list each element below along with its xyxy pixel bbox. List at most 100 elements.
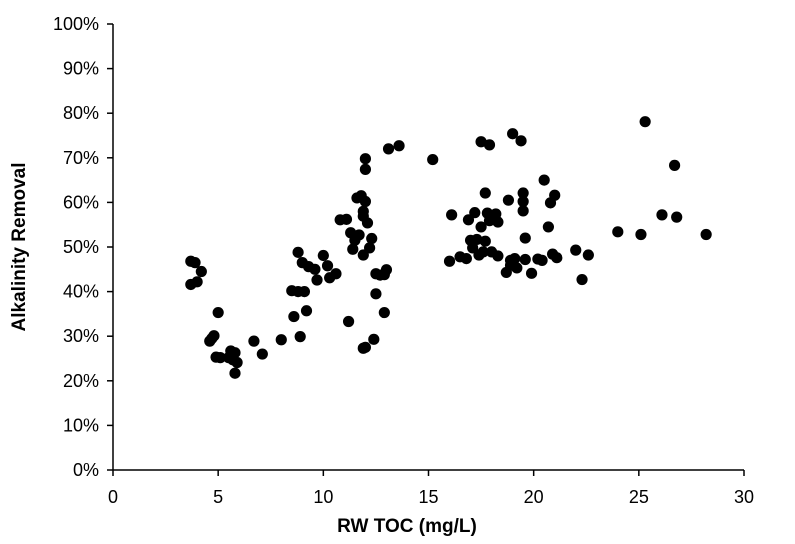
data-point bbox=[492, 216, 504, 228]
data-point bbox=[214, 352, 226, 364]
data-point bbox=[612, 226, 624, 238]
data-point bbox=[538, 174, 550, 186]
data-point bbox=[340, 213, 353, 225]
data-point bbox=[359, 163, 371, 175]
data-point bbox=[471, 233, 483, 246]
data-point bbox=[195, 265, 207, 278]
data-point bbox=[368, 333, 380, 345]
data-point bbox=[229, 367, 241, 379]
data-point bbox=[364, 242, 376, 254]
data-point bbox=[370, 288, 382, 300]
data-point bbox=[189, 257, 201, 269]
x-axis-ticks: 0 5 10 15 20 25 30 bbox=[108, 470, 754, 507]
data-point bbox=[483, 139, 496, 151]
x-tick-label: 30 bbox=[734, 487, 754, 507]
data-point bbox=[212, 306, 224, 319]
data-point bbox=[492, 250, 504, 262]
data-point bbox=[517, 195, 529, 208]
data-point bbox=[366, 232, 378, 245]
data-point bbox=[517, 187, 529, 199]
data-point bbox=[570, 244, 582, 256]
data-point bbox=[378, 306, 390, 319]
y-tick-label: 60% bbox=[63, 192, 99, 212]
data-point bbox=[475, 221, 487, 233]
y-tick-label: 100% bbox=[53, 14, 99, 34]
x-axis-title: RW TOC (mg/L) bbox=[337, 516, 477, 537]
x-tick-label: 25 bbox=[629, 487, 649, 507]
data-point bbox=[298, 286, 311, 298]
data-point bbox=[248, 335, 260, 347]
data-point bbox=[292, 246, 304, 258]
data-point bbox=[551, 252, 563, 264]
y-tick-label: 70% bbox=[63, 148, 99, 168]
data-point bbox=[477, 246, 489, 258]
data-point bbox=[380, 264, 393, 276]
x-tick-label: 20 bbox=[524, 487, 544, 507]
data-point bbox=[321, 260, 334, 272]
data-point bbox=[475, 136, 487, 148]
data-point bbox=[700, 228, 712, 241]
data-point bbox=[256, 348, 268, 360]
data-point bbox=[347, 243, 359, 255]
data-point bbox=[191, 276, 203, 288]
data-point bbox=[427, 153, 439, 166]
data-point bbox=[525, 267, 538, 279]
data-point bbox=[361, 217, 374, 229]
data-point bbox=[469, 207, 481, 219]
data-point bbox=[509, 252, 521, 265]
y-tick-label: 0% bbox=[73, 460, 99, 480]
data-point bbox=[639, 116, 651, 128]
data-point bbox=[549, 189, 561, 201]
data-point bbox=[519, 253, 531, 266]
data-point bbox=[542, 221, 554, 233]
data-point bbox=[517, 205, 529, 217]
data-point bbox=[507, 128, 519, 140]
data-point bbox=[479, 235, 491, 247]
data-point bbox=[227, 354, 239, 366]
data-point bbox=[300, 305, 313, 317]
data-point bbox=[443, 255, 456, 267]
y-axis-ticks: 0% 10% 20% 30% 40% 50% 60% 70% 80% 90% 100% bbox=[53, 14, 113, 480]
data-point bbox=[393, 140, 405, 152]
y-axis-title: Alkalinity Removal bbox=[9, 163, 30, 332]
y-tick-label: 90% bbox=[63, 59, 99, 79]
y-tick-label: 10% bbox=[63, 415, 99, 435]
x-tick-label: 15 bbox=[418, 487, 438, 507]
data-point bbox=[511, 262, 523, 274]
data-point bbox=[353, 229, 365, 241]
data-point bbox=[576, 273, 588, 286]
x-tick-label: 5 bbox=[213, 487, 223, 507]
data-point bbox=[275, 334, 287, 346]
x-tick-label: 10 bbox=[313, 487, 333, 507]
data-point bbox=[317, 249, 329, 262]
y-tick-label: 40% bbox=[63, 282, 99, 302]
data-point bbox=[342, 315, 355, 328]
data-point bbox=[359, 153, 371, 165]
data-point bbox=[309, 263, 321, 275]
data-point bbox=[446, 209, 458, 221]
data-point bbox=[668, 159, 681, 171]
data-point bbox=[536, 254, 548, 266]
data-point bbox=[357, 342, 369, 354]
data-point bbox=[382, 143, 395, 155]
data-point bbox=[635, 228, 647, 241]
data-point bbox=[460, 252, 472, 265]
data-points bbox=[185, 116, 712, 379]
y-tick-label: 30% bbox=[63, 326, 99, 346]
data-point bbox=[359, 195, 371, 208]
data-point bbox=[502, 194, 515, 206]
data-point bbox=[311, 274, 323, 286]
data-point bbox=[479, 187, 491, 199]
data-point bbox=[330, 268, 342, 280]
data-point bbox=[671, 211, 683, 223]
x-tick-label: 0 bbox=[108, 487, 118, 507]
y-tick-label: 80% bbox=[63, 103, 99, 123]
data-point bbox=[515, 135, 527, 147]
data-point bbox=[294, 331, 306, 343]
data-point bbox=[519, 232, 531, 244]
y-tick-label: 20% bbox=[63, 371, 99, 391]
data-point bbox=[204, 335, 216, 347]
data-point bbox=[656, 209, 668, 221]
data-point bbox=[582, 249, 594, 261]
